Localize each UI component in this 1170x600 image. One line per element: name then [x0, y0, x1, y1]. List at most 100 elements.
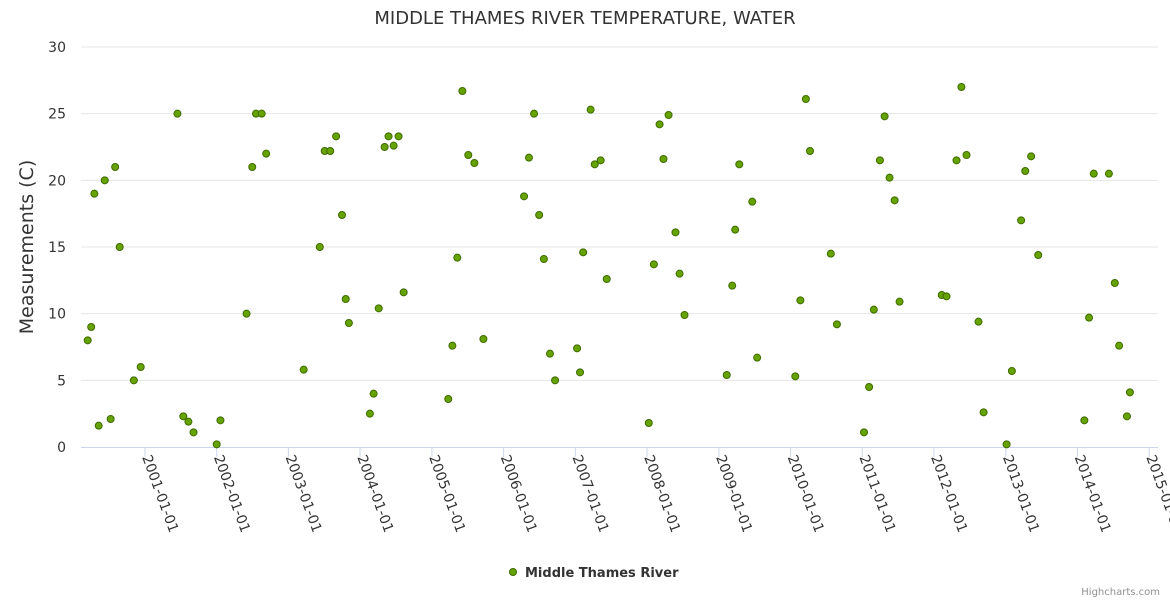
data-point[interactable]: [659, 155, 668, 163]
data-point[interactable]: [83, 336, 92, 345]
data-point[interactable]: [680, 311, 689, 319]
data-point[interactable]: [952, 156, 961, 165]
data-point[interactable]: [590, 160, 599, 169]
data-point[interactable]: [1085, 313, 1094, 322]
data-point[interactable]: [326, 147, 335, 155]
data-point[interactable]: [832, 320, 841, 329]
data-point[interactable]: [722, 371, 731, 379]
data-point[interactable]: [1021, 167, 1030, 175]
data-point[interactable]: [1034, 251, 1043, 259]
data-point[interactable]: [129, 376, 138, 385]
data-point[interactable]: [865, 383, 874, 391]
data-point[interactable]: [1027, 152, 1036, 161]
data-point[interactable]: [796, 296, 805, 305]
data-point[interactable]: [520, 192, 529, 201]
data-point[interactable]: [962, 151, 971, 159]
data-point[interactable]: [869, 305, 878, 314]
data-point[interactable]: [389, 141, 398, 150]
data-point[interactable]: [880, 112, 889, 121]
data-point[interactable]: [890, 196, 899, 205]
data-point[interactable]: [299, 365, 308, 374]
data-point[interactable]: [262, 149, 271, 158]
data-point[interactable]: [573, 344, 582, 353]
data-point[interactable]: [1017, 216, 1026, 225]
data-point[interactable]: [464, 151, 473, 159]
data-point[interactable]: [94, 421, 103, 430]
data-point[interactable]: [344, 319, 353, 327]
data-point[interactable]: [184, 417, 193, 426]
data-point[interactable]: [602, 275, 611, 283]
data-point[interactable]: [90, 189, 99, 198]
data-point[interactable]: [655, 120, 664, 129]
data-point[interactable]: [100, 176, 109, 185]
data-point[interactable]: [173, 109, 182, 118]
chart-credit[interactable]: Highcharts.com: [1081, 587, 1160, 598]
data-point[interactable]: [444, 395, 453, 403]
data-point[interactable]: [212, 440, 221, 449]
data-point[interactable]: [942, 292, 951, 301]
data-point[interactable]: [649, 260, 658, 269]
data-point[interactable]: [394, 132, 403, 141]
data-point[interactable]: [728, 281, 737, 290]
data-point[interactable]: [748, 197, 757, 206]
data-point[interactable]: [1110, 279, 1119, 287]
data-point[interactable]: [1089, 169, 1098, 178]
data-point[interactable]: [248, 163, 257, 171]
data-point[interactable]: [524, 153, 533, 162]
data-point[interactable]: [731, 225, 740, 234]
data-point[interactable]: [1007, 367, 1016, 375]
data-point[interactable]: [380, 143, 389, 151]
data-point[interactable]: [675, 269, 684, 278]
data-point[interactable]: [826, 249, 835, 258]
data-point[interactable]: [338, 211, 347, 219]
data-point[interactable]: [242, 309, 251, 318]
data-point[interactable]: [1002, 440, 1011, 449]
data-point[interactable]: [753, 353, 762, 362]
data-point[interactable]: [875, 156, 884, 165]
data-point[interactable]: [791, 372, 800, 381]
data-point[interactable]: [448, 341, 457, 350]
data-point[interactable]: [332, 132, 341, 141]
data-point[interactable]: [551, 376, 560, 385]
data-point[interactable]: [115, 243, 124, 251]
data-point[interactable]: [106, 415, 115, 423]
data-point[interactable]: [136, 363, 145, 371]
data-point[interactable]: [805, 147, 814, 155]
data-point[interactable]: [1104, 169, 1113, 178]
data-point[interactable]: [458, 87, 467, 95]
data-point[interactable]: [216, 416, 225, 425]
data-point[interactable]: [957, 83, 966, 91]
data-point[interactable]: [384, 132, 393, 141]
data-point[interactable]: [1115, 341, 1124, 350]
data-point[interactable]: [539, 255, 548, 263]
data-point[interactable]: [885, 173, 894, 182]
data-point[interactable]: [545, 349, 554, 358]
data-point[interactable]: [1122, 412, 1131, 421]
data-point[interactable]: [644, 419, 653, 427]
data-point[interactable]: [586, 105, 595, 114]
data-point[interactable]: [735, 160, 744, 169]
data-point[interactable]: [860, 428, 869, 437]
data-point[interactable]: [579, 248, 588, 257]
data-point[interactable]: [111, 163, 120, 171]
data-point[interactable]: [257, 109, 266, 118]
data-point[interactable]: [374, 304, 383, 313]
legend[interactable]: Middle Thames River: [509, 566, 680, 581]
data-point[interactable]: [341, 295, 350, 303]
data-point[interactable]: [365, 409, 374, 418]
data-point[interactable]: [1080, 416, 1089, 425]
data-point[interactable]: [479, 335, 488, 343]
data-point[interactable]: [315, 243, 324, 251]
data-point[interactable]: [399, 288, 408, 297]
data-point[interactable]: [369, 389, 378, 398]
data-point[interactable]: [453, 253, 462, 262]
data-point[interactable]: [979, 408, 988, 417]
data-point[interactable]: [189, 428, 198, 437]
data-point[interactable]: [576, 368, 585, 377]
data-point[interactable]: [470, 159, 479, 167]
data-point[interactable]: [671, 228, 680, 237]
data-point[interactable]: [535, 211, 544, 219]
data-point[interactable]: [1125, 388, 1134, 397]
data-point[interactable]: [801, 95, 810, 103]
data-point[interactable]: [974, 317, 983, 326]
